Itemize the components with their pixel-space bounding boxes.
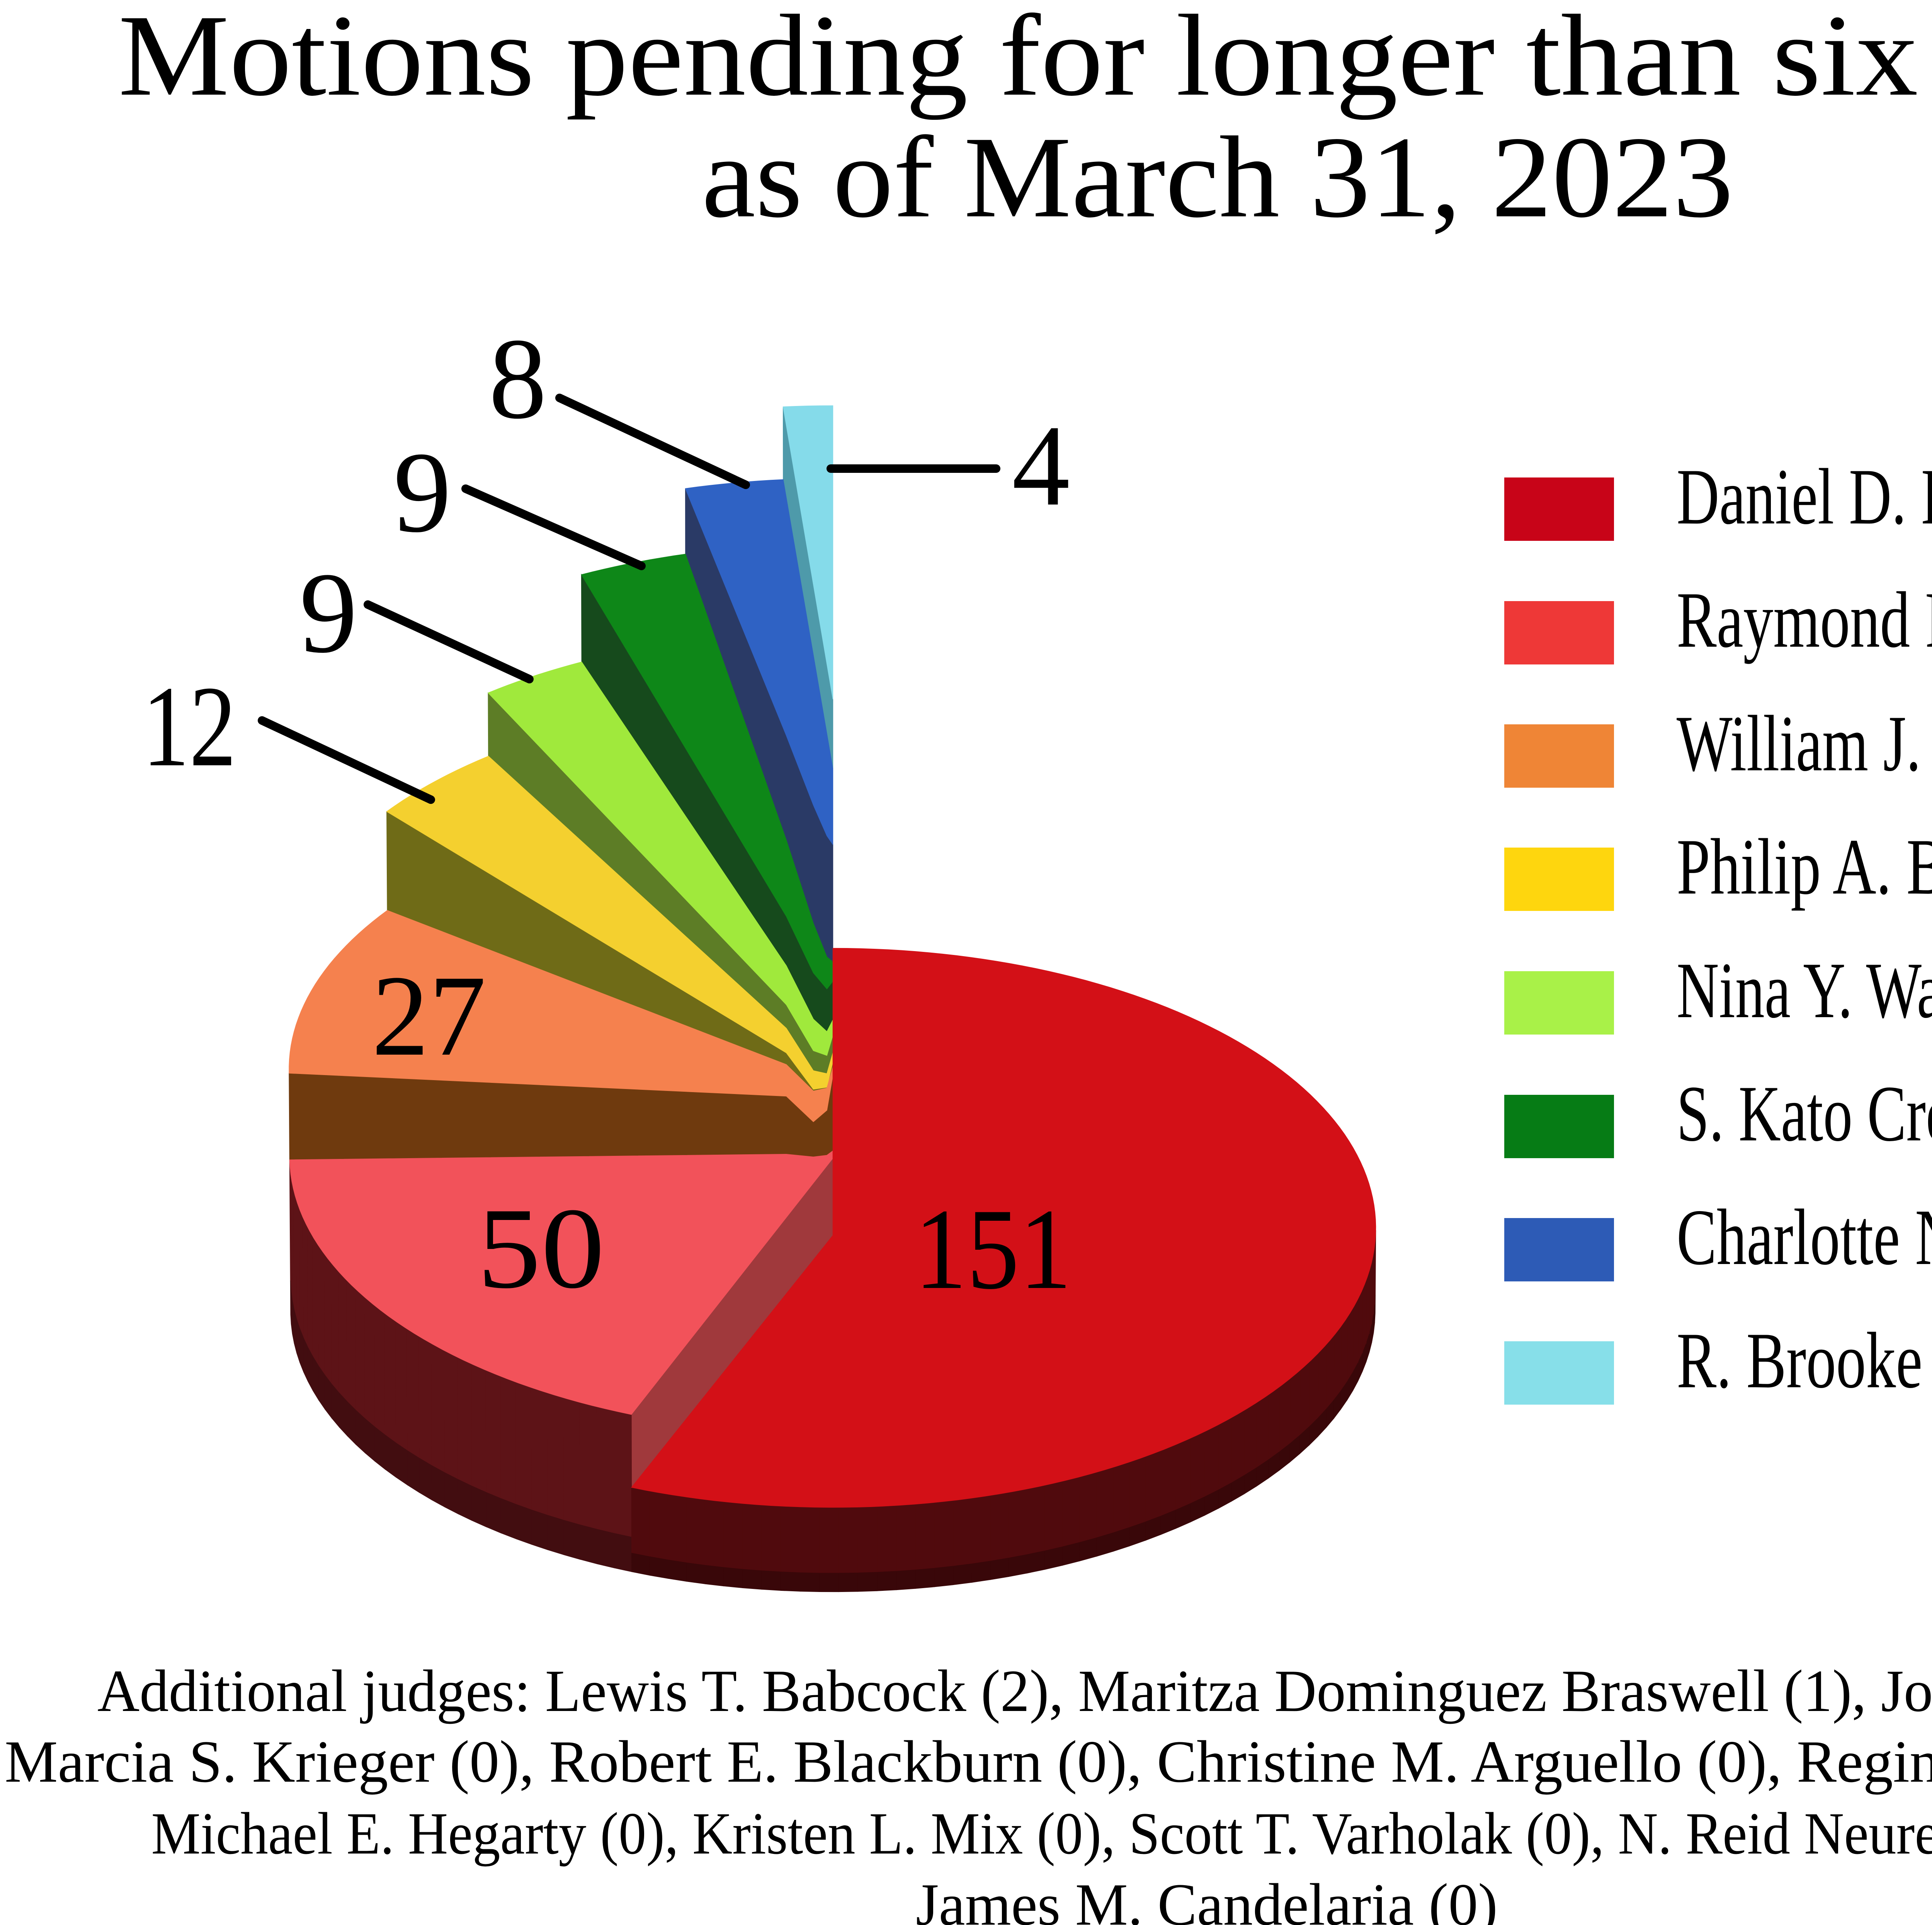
svg-text:S. Kato Crews: S. Kato Crews (1677, 1069, 1932, 1158)
svg-text:James M. Candelaria (0): James M. Candelaria (0) (916, 1871, 1498, 1925)
svg-text:William J. Martínez: William J. Martínez (1677, 699, 1932, 788)
svg-text:as of March 31, 2023: as of March 31, 2023 (702, 113, 1733, 242)
svg-text:Philip A. Brimmer: Philip A. Brimmer (1677, 822, 1932, 911)
svg-text:9: 9 (393, 428, 451, 556)
svg-text:27: 27 (372, 951, 486, 1080)
svg-text:Charlotte N. Sweeney: Charlotte N. Sweeney (1677, 1193, 1932, 1281)
svg-text:Daniel D. Domenico: Daniel D. Domenico (1677, 452, 1932, 541)
svg-text:Marcia S. Krieger (0), Robert: Marcia S. Krieger (0), Robert E. Blackbu… (5, 1728, 1932, 1795)
svg-text:50: 50 (477, 1184, 605, 1312)
svg-text:Raymond P. Moore: Raymond P. Moore (1677, 576, 1932, 664)
svg-text:12: 12 (143, 662, 236, 790)
svg-text:Michael E. Hegarty (0), Kriste: Michael E. Hegarty (0), Kristen L. Mix (… (151, 1800, 1932, 1867)
svg-text:151: 151 (915, 1185, 1072, 1313)
svg-text:Additional judges: Lewis T. Ba: Additional judges: Lewis T. Babcock (2),… (97, 1658, 1932, 1724)
svg-text:8: 8 (489, 314, 547, 443)
svg-text:4: 4 (1012, 401, 1070, 530)
svg-text:Nina Y. Wang: Nina Y. Wang (1677, 946, 1932, 1035)
svg-text:Motions pending for longer tha: Motions pending for longer than six mont… (118, 0, 1932, 120)
svg-text:9: 9 (299, 549, 357, 677)
svg-text:R. Brooke Jackson: R. Brooke Jackson (1677, 1316, 1932, 1405)
